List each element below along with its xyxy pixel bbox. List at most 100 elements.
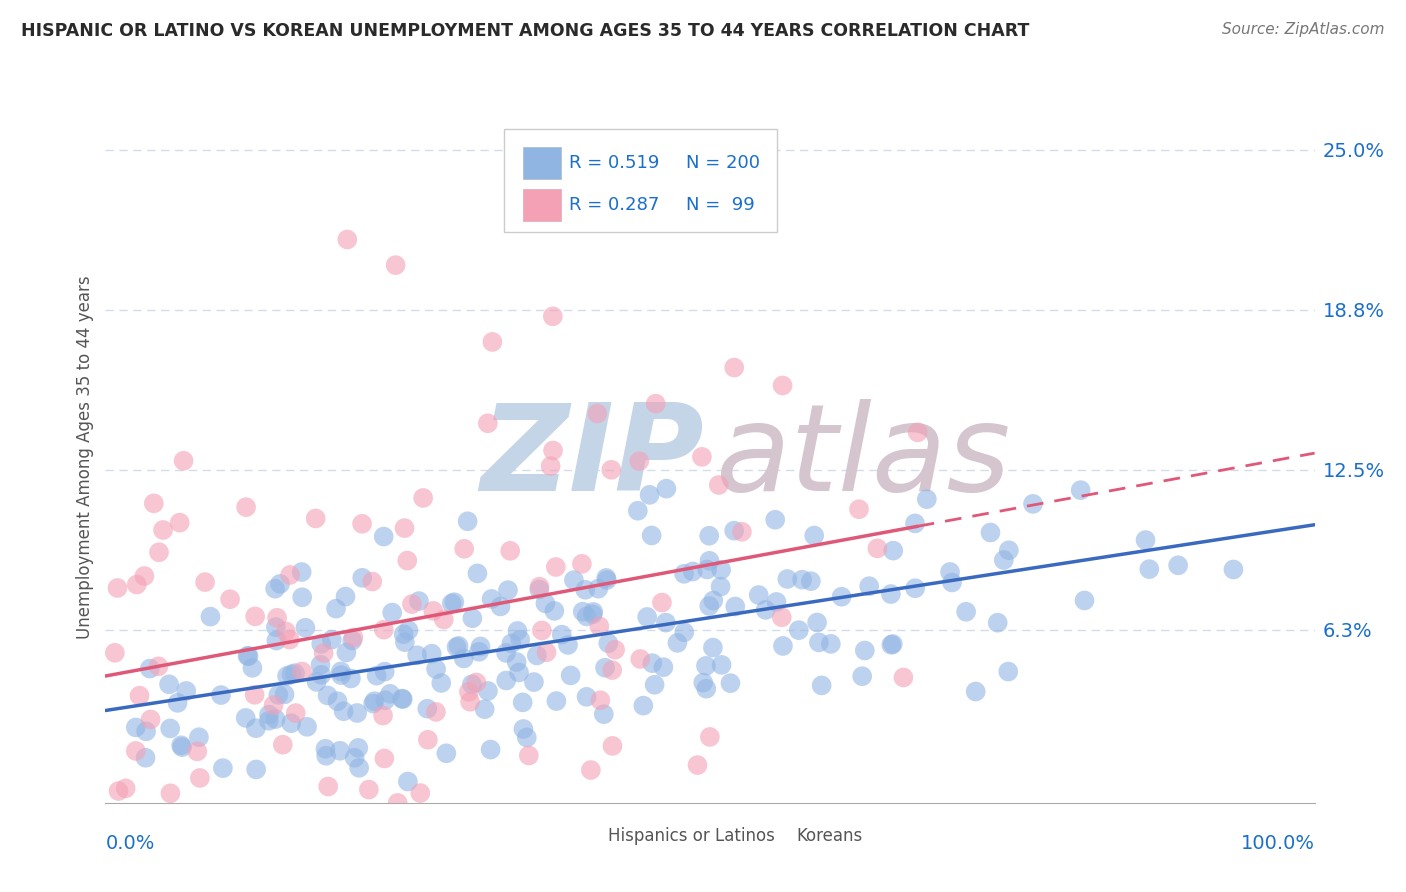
Point xyxy=(457,685,479,699)
Point xyxy=(188,771,211,785)
Point xyxy=(541,310,564,324)
Point xyxy=(387,796,409,810)
Point xyxy=(880,638,903,652)
Point xyxy=(378,687,401,701)
Point xyxy=(501,636,523,650)
Point xyxy=(702,593,724,607)
Point xyxy=(655,482,678,496)
Point xyxy=(853,643,876,657)
Point xyxy=(139,662,162,676)
Point xyxy=(512,695,534,709)
Point xyxy=(904,581,927,595)
Point xyxy=(696,562,718,576)
Point xyxy=(772,639,794,653)
Point xyxy=(939,565,962,579)
Point xyxy=(446,640,468,654)
Point xyxy=(666,636,689,650)
Point xyxy=(114,781,136,796)
Point xyxy=(416,732,439,747)
Point xyxy=(236,648,259,663)
Point xyxy=(257,714,280,728)
Point xyxy=(628,454,651,468)
Point xyxy=(420,647,443,661)
Point xyxy=(316,780,339,794)
Point xyxy=(330,668,353,682)
Point xyxy=(586,407,609,421)
Point xyxy=(731,524,754,539)
Point xyxy=(357,782,380,797)
Point xyxy=(257,707,280,722)
Point xyxy=(152,523,174,537)
Point xyxy=(363,694,385,708)
Point xyxy=(723,524,745,538)
Text: Koreans: Koreans xyxy=(796,827,862,845)
Point xyxy=(330,808,353,822)
Point xyxy=(396,553,419,567)
Point xyxy=(481,334,503,349)
Point xyxy=(600,463,623,477)
Point xyxy=(787,623,810,637)
Point xyxy=(652,660,675,674)
Point xyxy=(170,739,193,753)
Point xyxy=(373,751,395,765)
Point xyxy=(373,623,395,637)
Point xyxy=(579,763,602,777)
Point xyxy=(495,673,517,688)
Point xyxy=(315,748,337,763)
Point xyxy=(560,668,582,682)
Point xyxy=(603,642,626,657)
Point xyxy=(219,592,242,607)
Point xyxy=(391,692,413,706)
Point xyxy=(602,739,624,753)
Text: R = 0.519: R = 0.519 xyxy=(568,154,659,172)
Point xyxy=(169,516,191,530)
Point xyxy=(596,573,619,587)
Point xyxy=(544,560,567,574)
Point xyxy=(699,554,721,568)
Point xyxy=(695,658,717,673)
Point xyxy=(295,720,318,734)
Point xyxy=(636,610,658,624)
Point xyxy=(697,529,720,543)
Point xyxy=(294,621,316,635)
Point xyxy=(546,694,568,708)
Point xyxy=(640,528,662,542)
Point xyxy=(697,599,720,613)
Point xyxy=(125,577,148,591)
Point xyxy=(582,607,605,622)
FancyBboxPatch shape xyxy=(523,147,561,179)
Point xyxy=(575,609,598,624)
Point xyxy=(280,716,302,731)
Point xyxy=(373,530,395,544)
Point xyxy=(142,496,165,510)
Point xyxy=(638,488,661,502)
Point xyxy=(710,657,733,672)
Point xyxy=(470,640,492,654)
Point xyxy=(264,712,287,726)
Point xyxy=(803,528,825,542)
Point xyxy=(489,599,512,614)
Point xyxy=(273,687,295,701)
Point xyxy=(592,707,614,722)
Point xyxy=(574,582,596,597)
Point xyxy=(280,667,302,681)
Point xyxy=(139,713,162,727)
Point xyxy=(461,677,484,691)
Point xyxy=(238,648,260,663)
Point xyxy=(641,656,664,670)
Point xyxy=(391,691,413,706)
Point xyxy=(907,425,929,440)
Point xyxy=(541,443,564,458)
Point xyxy=(820,637,842,651)
Point xyxy=(776,572,799,586)
Point xyxy=(128,689,150,703)
Point xyxy=(453,651,475,665)
Point xyxy=(159,786,181,800)
Point xyxy=(453,541,475,556)
Point xyxy=(595,571,617,585)
Point xyxy=(235,711,257,725)
Point xyxy=(479,742,502,756)
Point xyxy=(312,646,335,660)
Point xyxy=(425,662,447,676)
Point xyxy=(755,603,778,617)
